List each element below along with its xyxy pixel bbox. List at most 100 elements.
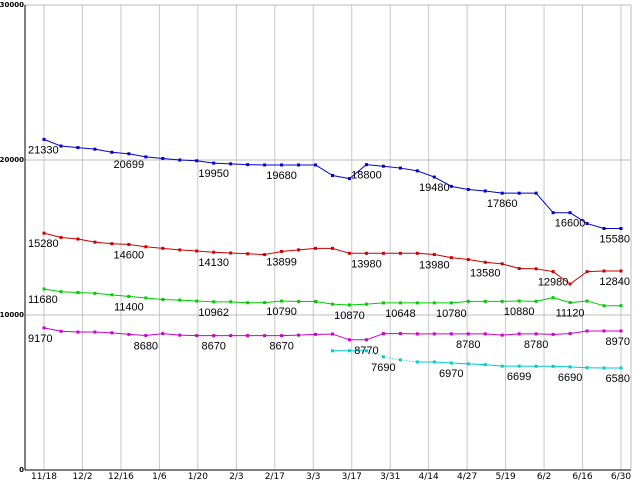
data-label: 13980 [351,258,382,270]
series-2-point [449,256,453,260]
series-1-point [212,161,216,165]
series-3-point [161,298,165,301]
series-4-point [127,332,131,336]
series-1-point [347,177,351,181]
series-1-point [619,227,623,231]
series-3-point [500,299,504,303]
series-3-segment [570,300,588,304]
data-label: 16600 [555,218,586,230]
series-5-segment [366,350,384,358]
series-1-point [263,163,267,167]
series-3-point [42,287,46,291]
series-2-segment [434,254,452,259]
series-2-point [246,252,250,256]
series-3-point [568,301,572,305]
series-5-segment [468,363,486,366]
series-3-segment [586,300,605,307]
series-3-segment [77,292,95,294]
series-5-point [483,363,487,367]
series-3-point [585,299,589,303]
series-1-point [297,163,301,167]
series-3-point [93,291,97,295]
series-2-point [466,258,470,262]
series-3-point [212,300,216,304]
series-1-point [195,159,199,163]
series-1-segment [468,188,486,192]
data-label: 14130 [198,257,229,269]
series-1-point [585,222,589,226]
series-2-segment [128,243,146,248]
series-3-point [76,291,80,295]
series-layer [42,137,623,370]
series-4-point [415,332,419,336]
data-label: 10870 [334,310,365,322]
series-4-point [568,332,572,336]
series-2-point [347,251,351,255]
series-3-point [280,299,284,303]
series-4-point [500,333,504,337]
series-3-segment [552,297,571,304]
series-2-segment [536,268,554,273]
x-tick-label: 3/31 [380,472,400,480]
series-3-segment [332,303,350,306]
series-1-point [331,174,334,177]
data-label: 19680 [266,170,297,182]
data-label: 11400 [114,301,144,313]
series-5-point [449,361,453,365]
series-1-segment [128,153,146,158]
series-4-point [602,329,606,333]
series-2-segment [552,271,571,285]
series-2-segment [196,250,214,253]
series-5-segment [485,364,503,367]
series-2-point [314,246,318,250]
series-2-point [297,248,301,252]
series-2-segment [569,271,588,285]
x-tick-label: 2/17 [265,472,285,480]
series-2-point [381,251,385,255]
series-1-point [161,156,165,160]
series-3-point [415,301,419,305]
series-2-segment [281,249,299,252]
series-2-segment [145,246,163,249]
series-5-point [398,358,402,362]
series-5-point [500,364,504,368]
series-1-segment [111,151,129,155]
series-1-point [229,162,233,166]
series-3-segment [94,292,112,296]
series-1-point [483,189,487,193]
series-3-point [466,299,470,303]
x-tick-label: 3/17 [342,472,362,480]
series-1-segment [332,175,350,180]
series-2-point [534,267,538,271]
series-2-point [144,245,148,249]
data-label: 10962 [198,307,229,319]
series-3-point [195,299,199,303]
series-5-point [568,365,572,369]
series-3-point [449,301,453,305]
data-label: 12840 [599,276,630,288]
series-2-point [93,240,97,244]
series-4-point [347,338,351,342]
series-2-segment [485,261,503,265]
series-1-point [42,137,46,141]
series-4-point [195,334,199,338]
series-1-segment [400,167,418,172]
series-2-point [398,251,402,255]
series-5-point [602,366,606,370]
data-label: 8670 [269,341,293,353]
series-1-segment [145,156,163,159]
series-1-segment [451,185,469,190]
data-label: 11680 [28,294,58,306]
series-2-point [432,253,436,257]
data-label: 13580 [470,267,501,279]
data-label: 19950 [198,168,229,180]
series-4-segment [332,333,350,341]
data-label: 6699 [507,371,531,383]
series-1-point [602,227,606,231]
series-4-point [161,332,165,336]
series-1-point [534,191,538,195]
series-2-point [76,237,80,241]
series-3-segment [264,300,282,304]
x-tick-label: 12/16 [108,472,134,480]
series-2-segment [213,251,231,254]
